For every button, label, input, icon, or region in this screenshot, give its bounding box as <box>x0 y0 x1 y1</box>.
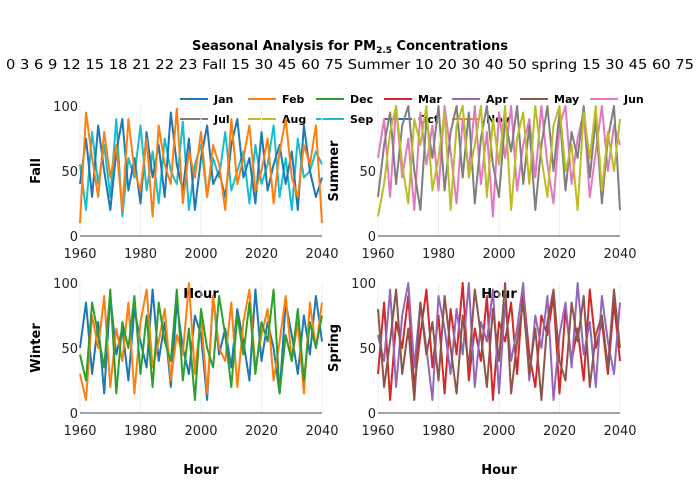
x-tick-label: 1960 <box>63 247 96 262</box>
x-tick-label: 2020 <box>543 424 576 439</box>
x-tick-label: 1980 <box>124 247 157 262</box>
y-tick-label: 100 <box>53 100 78 115</box>
series-line-mar <box>377 282 621 401</box>
y-axis-label: Summer <box>327 140 342 202</box>
x-tick-label: 2040 <box>603 424 636 439</box>
panel-winter: 1960 1980 2000 2020 2040 0 50 100 Winter Hour <box>29 277 339 478</box>
x-tick-label: 2040 <box>305 247 338 262</box>
y-tick-label: 50 <box>61 342 78 357</box>
legend-label: Jun <box>623 93 644 106</box>
y-tick-label: 50 <box>61 165 78 180</box>
legend-label: Dec <box>350 93 373 106</box>
y-tick-label: 0 <box>368 407 376 422</box>
legend-item-jun[interactable]: Jun <box>590 93 644 106</box>
legend-label: May <box>554 93 579 106</box>
x-tick-label: 2000 <box>482 247 515 262</box>
x-axis-label: Hour <box>481 463 517 478</box>
legend-label: Aug <box>282 113 306 126</box>
legend-label: Apr <box>486 93 508 106</box>
x-tick-label: 2020 <box>245 247 278 262</box>
legend-item-dec[interactable]: Dec <box>316 93 373 106</box>
series-line-oct <box>79 111 323 211</box>
y-axis-label: Fall <box>29 158 44 184</box>
x-tick-label: 2000 <box>482 424 515 439</box>
y-tick-label: 50 <box>359 342 376 357</box>
legend-item-aug[interactable]: Aug <box>248 113 306 126</box>
x-axis-label: Hour <box>183 463 219 478</box>
legend-item-sep[interactable]: Sep <box>316 113 373 126</box>
y-tick-label: 0 <box>368 230 376 245</box>
x-tick-label: 2000 <box>184 424 217 439</box>
series-line-may <box>377 282 621 401</box>
legend-item-mar[interactable]: Mar <box>384 93 442 106</box>
legend-item-apr[interactable]: Apr <box>452 93 508 106</box>
y-tick-label: 100 <box>351 277 376 292</box>
legend-item-jan[interactable]: Jan <box>180 93 233 106</box>
x-tick-label: 1980 <box>124 424 157 439</box>
x-tick-label: 2020 <box>245 424 278 439</box>
chart-title-subscript: 2.5 <box>376 46 392 56</box>
legend-item-jul[interactable]: Jul <box>180 113 230 126</box>
series-line-dec <box>79 288 323 401</box>
y-tick-label: 0 <box>70 230 78 245</box>
legend-label: Mar <box>418 93 442 106</box>
legend-label: Sep <box>350 113 373 126</box>
x-tick-label: 1960 <box>63 424 96 439</box>
y-axis-label: Spring <box>327 324 342 372</box>
x-tick-label: 2040 <box>603 247 636 262</box>
series-line-aug <box>377 105 621 217</box>
panel-spring: 1960 1980 2000 2020 2040 0 50 100 Spring Hour <box>327 277 637 478</box>
chart-title-rest: Concentrations <box>392 39 508 54</box>
legend-item-feb[interactable]: Feb <box>248 93 305 106</box>
y-tick-label: 0 <box>70 407 78 422</box>
x-tick-label: 1980 <box>422 247 455 262</box>
x-tick-label: 2040 <box>305 424 338 439</box>
x-tick-label: 2020 <box>543 247 576 262</box>
x-tick-label: 1960 <box>361 424 394 439</box>
series-line-nov <box>79 107 323 224</box>
series-line-jul <box>377 105 621 211</box>
series-line-jun <box>377 105 621 218</box>
legend-label: Jul <box>213 113 230 126</box>
chart-title-main: Seasonal Analysis for PM <box>192 39 376 54</box>
y-tick-label: 50 <box>359 165 376 180</box>
legend-label: Feb <box>282 93 305 106</box>
tick-strip: 0 3 6 9 12 15 18 21 22 23 Fall 15 30 45 … <box>6 58 694 73</box>
x-tick-label: 1980 <box>422 424 455 439</box>
x-tick-label: 2000 <box>184 247 217 262</box>
legend-item-may[interactable]: May <box>520 93 579 106</box>
chart-title: Seasonal Analysis for PM2.5 Concentratio… <box>192 39 508 56</box>
x-tick-label: 1960 <box>361 247 394 262</box>
legend-label: Jan <box>213 93 233 106</box>
y-axis-label: Winter <box>29 323 44 373</box>
y-tick-label: 100 <box>53 277 78 292</box>
